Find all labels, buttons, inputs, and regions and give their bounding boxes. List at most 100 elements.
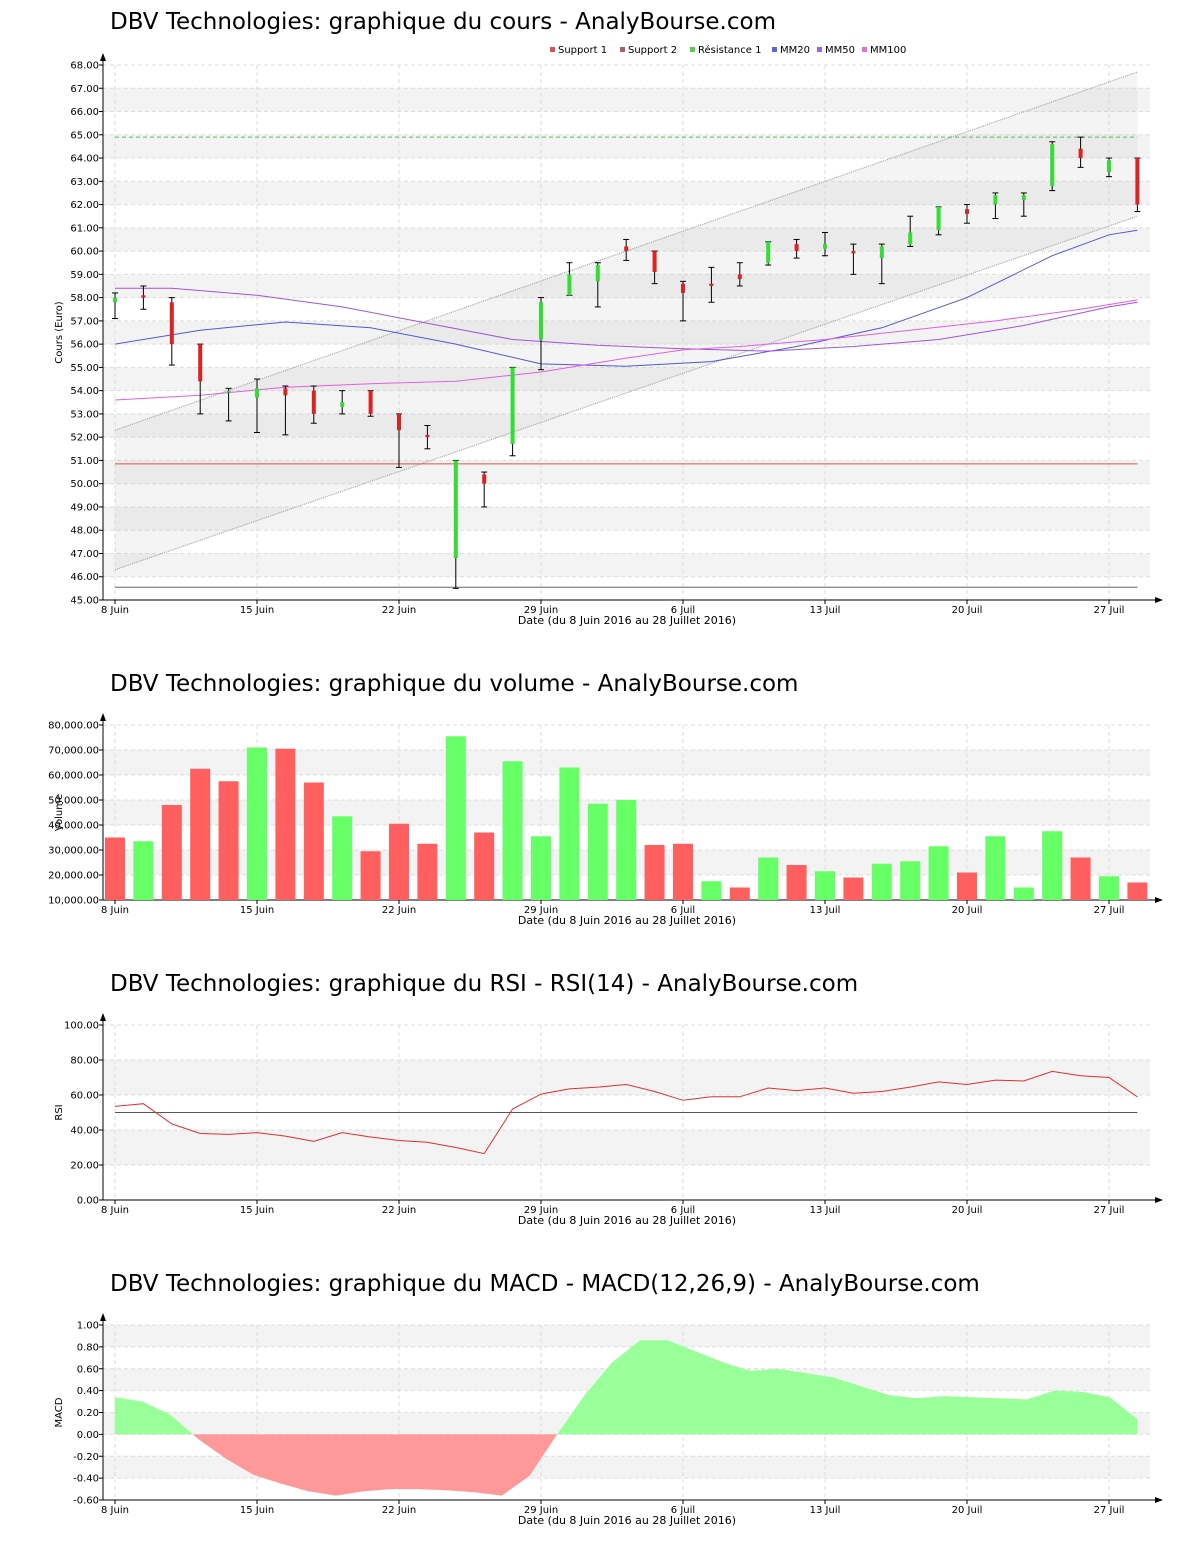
candle-body: [1021, 195, 1026, 200]
candle-body: [965, 209, 969, 214]
x-tick-label: 13 Juil: [810, 905, 841, 916]
candle-body: [453, 460, 458, 559]
x-tick-label: 13 Juil: [810, 1505, 841, 1516]
y-tick-label: -0.20: [73, 1452, 99, 1463]
volume-bar: [417, 843, 438, 900]
volume-bar: [1070, 857, 1091, 900]
volume-bar: [1013, 887, 1034, 900]
legend-label: Résistance 1: [698, 44, 761, 56]
candle-body: [397, 413, 401, 431]
x-tick-label: 29 Juin: [524, 905, 558, 916]
volume-bar: [1099, 876, 1119, 900]
y-tick-label: 60,000.00: [48, 771, 99, 782]
y-tick-label: 70,000.00: [48, 746, 99, 757]
legend-swatch: [817, 47, 822, 52]
volume-bar: [531, 836, 551, 900]
x-tick-label: 15 Juin: [240, 605, 274, 616]
x-axis-arrow: [1155, 1497, 1163, 1503]
x-tick-label: 8 Juin: [101, 605, 129, 616]
x-tick-label: 27 Juil: [1094, 905, 1125, 916]
y-tick-label: 60.00: [70, 1091, 99, 1102]
volume-bar: [247, 747, 267, 900]
candle-body: [624, 246, 629, 252]
y-tick-label: 20.00: [70, 1161, 99, 1172]
volume-bar: [190, 768, 211, 900]
x-tick-label: 29 Juin: [524, 1505, 558, 1516]
candle-body: [340, 402, 345, 407]
x-tick-label: 22 Juin: [382, 1205, 416, 1216]
candle-body: [936, 206, 941, 231]
candle-body: [993, 195, 998, 205]
x-tick-label: 20 Juil: [952, 1505, 983, 1516]
x-tick-label: 20 Juil: [952, 905, 983, 916]
y-axis-label: Cours (Euro): [54, 301, 65, 364]
volume-bar: [900, 861, 921, 900]
volume-bar: [332, 816, 353, 900]
x-axis-arrow: [1155, 897, 1163, 903]
y-tick-label: 60.00: [70, 247, 99, 258]
y-tick-label: 50.00: [70, 479, 99, 490]
candle-body: [482, 474, 487, 484]
candle-body: [794, 244, 799, 252]
y-tick-label: 68.00: [70, 61, 99, 72]
grid-band: [103, 320, 1150, 345]
volume-bar: [275, 748, 296, 900]
x-tick-label: 8 Juin: [101, 905, 129, 916]
volume-bar: [360, 851, 381, 900]
candle-body: [823, 244, 827, 249]
y-tick-label: 49.00: [70, 502, 99, 513]
y-tick-label: 40.00: [70, 1126, 99, 1137]
x-tick-label: 6 Juil: [671, 605, 695, 616]
volume-bar: [786, 865, 807, 900]
x-tick-label: 22 Juin: [382, 905, 416, 916]
x-tick-label: 27 Juil: [1094, 1505, 1125, 1516]
candle-body: [879, 246, 884, 259]
x-tick-label: 29 Juin: [524, 1205, 558, 1216]
y-axis-arrow: [100, 53, 106, 61]
grid-band: [103, 181, 1150, 205]
legend-label: MM50: [825, 45, 855, 56]
volume-bar: [928, 846, 949, 900]
x-tick-label: 15 Juin: [240, 1505, 274, 1516]
volume-bar: [758, 857, 779, 900]
volume-bar: [445, 736, 466, 900]
legend-swatch: [690, 47, 695, 52]
trend-channel: [115, 71, 1138, 570]
volume-bar: [815, 871, 835, 900]
x-tick-label: 15 Juin: [240, 905, 274, 916]
y-axis-arrow: [100, 713, 106, 721]
legend-swatch: [772, 47, 777, 52]
x-axis-label: Date (du 8 Juin 2016 au 28 Juillet 2016): [518, 1514, 736, 1527]
volume-bar: [616, 800, 637, 900]
candle-body: [709, 283, 714, 286]
rsi-chart-title: DBV Technologies: graphique du RSI - RSI…: [110, 971, 859, 997]
x-tick-label: 8 Juin: [101, 1205, 129, 1216]
volume-chart-title: DBV Technologies: graphique du volume - …: [110, 671, 799, 697]
macd-positive-area: [115, 1397, 193, 1435]
candle-body: [283, 388, 288, 396]
grid-band: [103, 460, 1150, 484]
price-chart-title: DBV Technologies: graphique du cours - A…: [110, 9, 776, 35]
x-axis-label: Date (du 8 Juin 2016 au 28 Juillet 2016): [518, 614, 736, 627]
macd-chart-title: DBV Technologies: graphique du MACD - MA…: [110, 1271, 980, 1297]
legend-label: Support 2: [628, 45, 677, 56]
candle-body: [766, 241, 771, 263]
y-tick-label: 62.00: [70, 200, 99, 211]
volume-chart: 10,000.00 20,000.00 30,000.00 40,000.00 50,0…: [48, 713, 1163, 927]
y-tick-label: 61.00: [70, 223, 99, 234]
y-tick-label: 53.00: [70, 409, 99, 420]
y-tick-label: -0.60: [73, 1496, 99, 1507]
candle-body: [539, 302, 543, 340]
price-chart: 45.00 46.00 47.00 48.00 49.00 50.00 51.00 52.00…: [54, 44, 1163, 627]
volume-bar: [871, 863, 892, 900]
x-axis-arrow: [1155, 597, 1163, 603]
y-tick-label: 45.00: [70, 596, 99, 607]
volume-bar: [474, 832, 495, 900]
legend-swatch: [550, 47, 555, 52]
y-tick-label: 57.00: [70, 316, 99, 327]
candle-body: [425, 434, 430, 438]
y-tick-label: 64.00: [70, 154, 99, 165]
grid-band: [103, 1060, 1150, 1095]
x-tick-label: 6 Juil: [671, 1505, 695, 1516]
x-tick-label: 29 Juin: [524, 605, 558, 616]
